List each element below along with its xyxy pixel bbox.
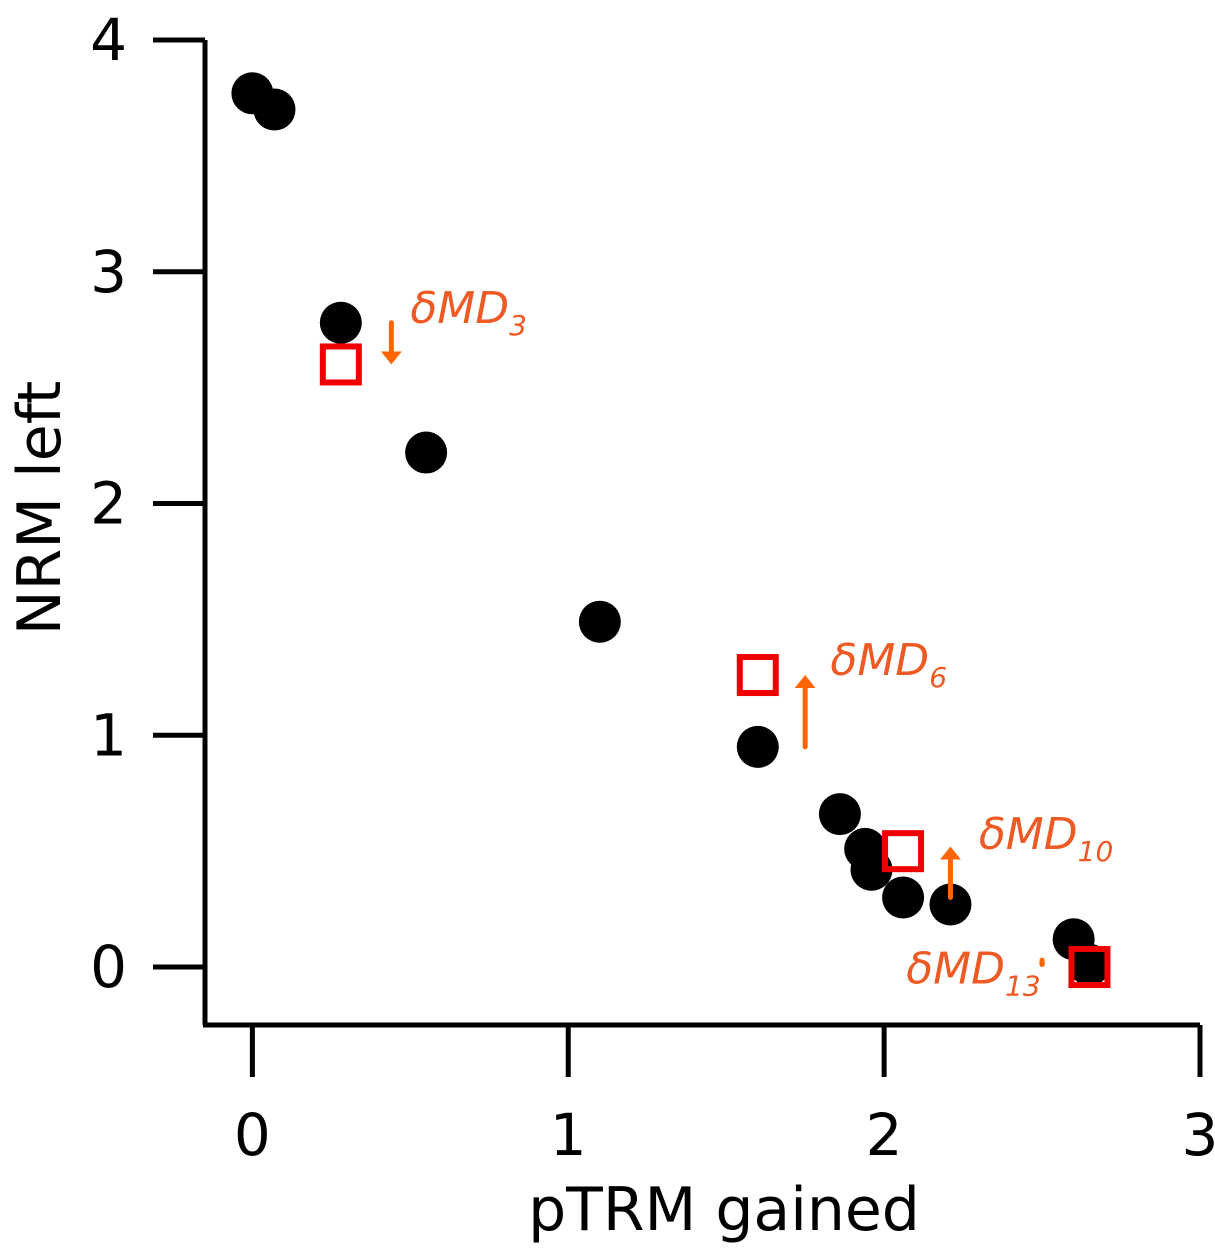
y-tick-label: 4	[90, 6, 127, 74]
delta-md-label: δMD10	[979, 809, 1113, 868]
delta-md-base: δMD	[410, 283, 509, 334]
y-tick-label: 2	[90, 470, 127, 538]
data-marks	[231, 72, 1111, 989]
y-tick-label: 0	[90, 933, 127, 1001]
x-axis-title: pTRM gained	[528, 1175, 920, 1245]
axes	[202, 40, 1200, 1028]
delta-md-subscript: 10	[1078, 835, 1114, 868]
delta-arrow-head	[794, 675, 816, 689]
delta-arrow-head	[380, 351, 402, 365]
delta-arrows	[380, 320, 1046, 968]
delta-arrow-head	[1038, 962, 1046, 968]
delta-md-base: δMD	[979, 809, 1078, 860]
data-point	[253, 88, 296, 131]
delta-arrow-head	[940, 846, 961, 860]
data-point	[882, 876, 925, 919]
x-tick-label: 3	[1182, 1101, 1215, 1169]
square-point	[1068, 946, 1111, 989]
data-point	[1068, 943, 1111, 986]
data-point	[319, 301, 362, 344]
square-point	[882, 830, 925, 873]
y-tick-label: 1	[90, 701, 127, 769]
x-tick-label: 2	[866, 1101, 903, 1169]
y-axis-title: NRM left	[5, 381, 75, 636]
data-point	[736, 725, 779, 768]
square-point	[736, 654, 779, 697]
y-tick-label: 3	[90, 238, 127, 306]
ticks: 0 1 2 3 0 1 2 3 4	[90, 6, 1215, 1169]
delta-md-base: δMD	[906, 943, 1005, 994]
square-point	[319, 343, 362, 386]
delta-md-label: δMD13	[906, 943, 1040, 1002]
x-tick-label: 0	[234, 1101, 271, 1169]
delta-md-subscript: 6	[929, 661, 947, 694]
data-point	[405, 431, 448, 474]
delta-md-subscript: 3	[509, 309, 527, 342]
data-point	[850, 848, 893, 891]
delta-md-base: δMD	[830, 635, 929, 686]
delta-md-label: δMD6	[830, 635, 947, 694]
x-tick-label: 1	[550, 1101, 587, 1169]
data-point	[929, 883, 972, 926]
delta-md-label: δMD3	[410, 283, 527, 342]
delta-md-subscript: 13	[1005, 969, 1041, 1002]
data-point	[818, 793, 861, 836]
data-point	[578, 600, 621, 643]
